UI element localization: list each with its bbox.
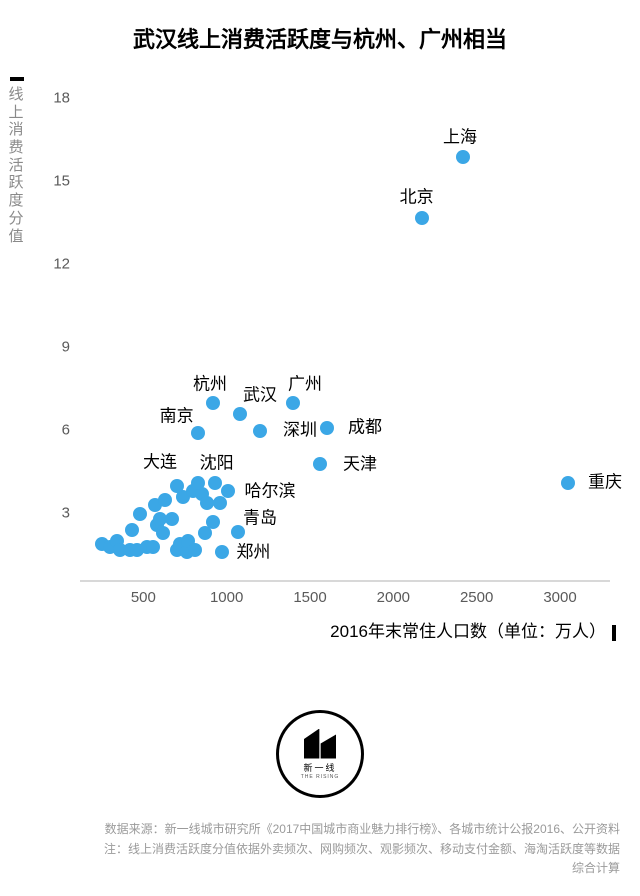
- y-tick: 15: [40, 173, 70, 190]
- data-point: [146, 540, 160, 554]
- data-point: [191, 476, 205, 490]
- data-point: [233, 407, 247, 421]
- data-point: [158, 493, 172, 507]
- scatter-chart: 线上消费活跃度分值 2016年末常住人口数（单位：万人） 36912151850…: [70, 72, 620, 632]
- data-point-label: 青岛: [243, 504, 277, 529]
- data-point-label: 沈阳: [200, 449, 234, 474]
- data-point: [561, 476, 575, 490]
- x-axis-marker: [612, 625, 616, 641]
- data-point: [125, 523, 139, 537]
- data-point: [170, 479, 184, 493]
- data-point-label: 广州: [288, 370, 322, 395]
- brand-name-cn: 新一线: [303, 761, 336, 774]
- data-point: [191, 426, 205, 440]
- data-point: [215, 545, 229, 559]
- x-axis-title: 2016年末常住人口数（单位：万人）: [330, 617, 616, 642]
- data-point: [320, 421, 334, 435]
- data-point: [253, 424, 267, 438]
- data-point: [188, 543, 202, 557]
- footer-line-2: 注：线上消费活跃度分值依据外卖频次、网购频次、观影频次、移动支付金额、海淘活跃度…: [20, 840, 620, 859]
- data-point: [156, 526, 170, 540]
- data-point: [206, 396, 220, 410]
- x-tick: 3000: [543, 589, 576, 606]
- chart-title: 武汉线上消费活跃度与杭州、广州相当: [0, 0, 640, 54]
- x-tick: 500: [131, 589, 156, 606]
- y-tick: 12: [40, 256, 70, 273]
- data-point-label: 杭州: [193, 370, 227, 395]
- data-point-label: 天津: [343, 450, 377, 475]
- data-point: [313, 457, 327, 471]
- data-point-label: 南京: [160, 402, 194, 427]
- data-point-label: 武汉: [243, 381, 277, 406]
- logo-icon: [304, 729, 336, 759]
- brand-name-en: THE RISING: [301, 774, 340, 780]
- data-point-label: 北京: [400, 183, 434, 208]
- data-point: [200, 496, 214, 510]
- data-point: [456, 150, 470, 164]
- data-point: [208, 476, 222, 490]
- data-point: [286, 396, 300, 410]
- data-point-label: 哈尔滨: [245, 476, 296, 501]
- data-source-footer: 数据来源：新一线城市研究所《2017中国城市商业魅力排行榜》、各城市统计公报20…: [20, 820, 620, 878]
- data-point: [133, 507, 147, 521]
- data-point-label: 成都: [348, 413, 382, 438]
- data-point: [165, 512, 179, 526]
- brand-logo: 新一线 THE RISING: [276, 710, 364, 798]
- x-tick: 2500: [460, 589, 493, 606]
- x-tick: 2000: [377, 589, 410, 606]
- y-tick: 9: [40, 339, 70, 356]
- data-point-label: 郑州: [236, 537, 270, 562]
- footer-line-1: 数据来源：新一线城市研究所《2017中国城市商业魅力排行榜》、各城市统计公报20…: [20, 820, 620, 839]
- y-tick: 3: [40, 505, 70, 522]
- x-tick: 1000: [210, 589, 243, 606]
- data-point-label: 大连: [143, 447, 177, 472]
- y-tick: 18: [40, 90, 70, 107]
- data-point-label: 深圳: [283, 415, 317, 440]
- y-axis-title: 线上消费活跃度分值: [8, 86, 24, 245]
- x-axis-title-text: 2016年末常住人口数（单位：万人）: [330, 622, 606, 641]
- y-axis-marker: [10, 77, 24, 81]
- footer-line-3: 综合计算: [20, 859, 620, 878]
- data-point: [206, 515, 220, 529]
- data-point: [213, 496, 227, 510]
- y-tick: 6: [40, 422, 70, 439]
- x-tick: 1500: [293, 589, 326, 606]
- data-point-label: 重庆: [588, 468, 622, 493]
- data-point: [415, 211, 429, 225]
- plot-area: 2016年末常住人口数（单位：万人） 369121518500100015002…: [80, 82, 610, 582]
- data-point-label: 上海: [443, 122, 477, 147]
